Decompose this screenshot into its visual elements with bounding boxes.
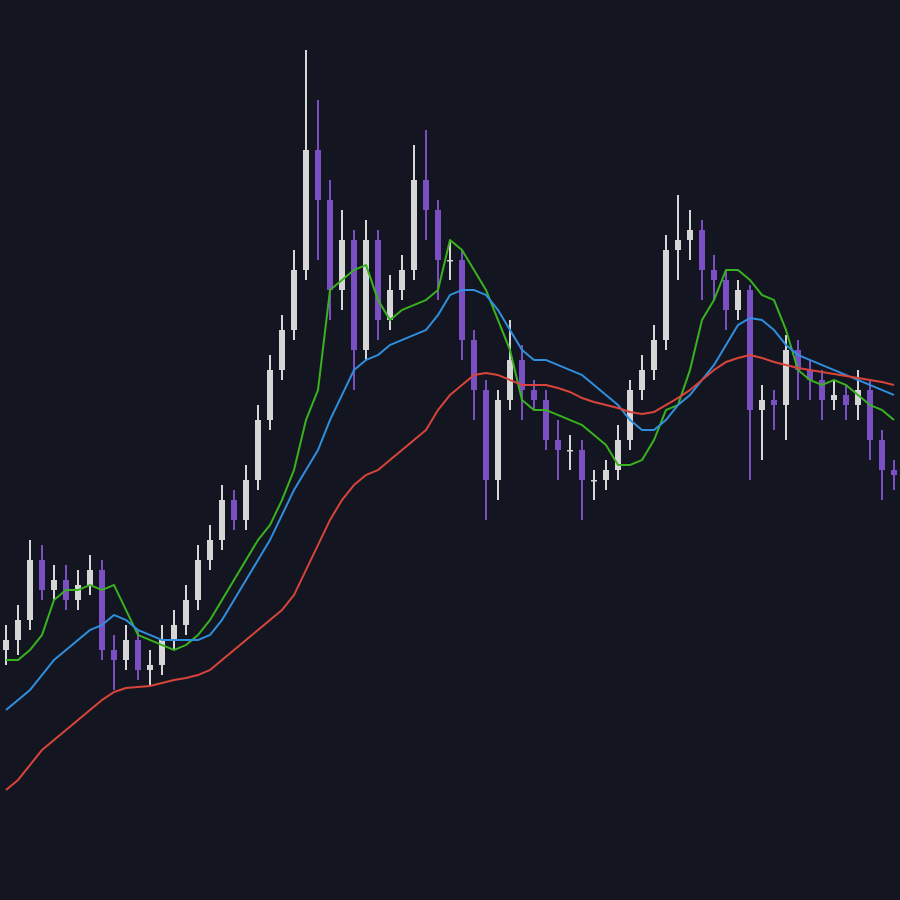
candle-body: [39, 560, 45, 590]
candle-body: [579, 450, 585, 480]
candle-body: [639, 370, 645, 390]
candle-body: [219, 500, 225, 540]
candle-body: [87, 570, 93, 585]
candle-body: [591, 480, 597, 482]
candle-body: [255, 420, 261, 480]
candle-body: [399, 270, 405, 290]
candle-body: [327, 200, 333, 290]
moving-average-line: [5, 289, 895, 711]
candle-body: [3, 640, 9, 650]
candle-body: [171, 625, 177, 640]
candle-body: [495, 400, 501, 480]
candle-body: [15, 620, 21, 640]
candle-body: [111, 650, 117, 660]
candle-body: [819, 380, 825, 400]
candle-body: [687, 230, 693, 240]
candle-body: [879, 440, 885, 470]
candle-body: [771, 400, 777, 405]
candle-body: [567, 450, 573, 452]
candle-body: [699, 230, 705, 270]
candle-body: [291, 270, 297, 330]
candle-body: [711, 270, 717, 280]
candle-body: [351, 240, 357, 350]
candle-body: [363, 240, 369, 350]
candle-body: [435, 210, 441, 260]
candle-body: [747, 290, 753, 410]
candle-body: [123, 640, 129, 660]
candle-body: [807, 370, 813, 380]
candle-body: [423, 180, 429, 210]
candle-body: [831, 395, 837, 400]
candle-body: [483, 390, 489, 480]
candle-body: [759, 400, 765, 410]
candle-body: [723, 280, 729, 310]
candle-body: [135, 640, 141, 670]
candle-body: [627, 390, 633, 440]
candle-body: [183, 600, 189, 625]
candle-body: [159, 640, 165, 665]
candle-body: [51, 580, 57, 590]
candle-body: [99, 570, 105, 650]
candle-body: [195, 560, 201, 600]
candle-body: [75, 585, 81, 600]
candle-body: [303, 150, 309, 270]
moving-average-line: [5, 354, 895, 791]
candle-body: [279, 330, 285, 370]
candle-body: [27, 560, 33, 620]
candle-body: [735, 290, 741, 310]
candle-body: [243, 480, 249, 520]
candle-body: [339, 240, 345, 290]
candle-body: [411, 180, 417, 270]
candle-body: [531, 390, 537, 400]
moving-average-line: [6, 239, 895, 661]
candle-body: [147, 665, 153, 670]
candle-body: [447, 260, 453, 262]
candle-body: [207, 540, 213, 560]
candle-body: [267, 370, 273, 420]
candle-body: [891, 470, 897, 475]
candle-body: [843, 395, 849, 405]
candle-body: [783, 350, 789, 405]
candle-body: [651, 340, 657, 370]
candle-body: [375, 240, 381, 320]
candle-body: [519, 360, 525, 390]
candle-body: [795, 350, 801, 370]
candle-body: [867, 390, 873, 440]
candle-body: [555, 440, 561, 450]
candle-body: [459, 260, 465, 340]
candle-body: [387, 290, 393, 320]
candle-body: [603, 470, 609, 480]
candle-body: [315, 150, 321, 200]
candle-body: [663, 250, 669, 340]
candle-body: [231, 500, 237, 520]
candle-body: [675, 240, 681, 250]
candle-body: [471, 340, 477, 390]
candle-body: [615, 440, 621, 470]
candle-body: [855, 390, 861, 405]
candle-body: [543, 400, 549, 440]
